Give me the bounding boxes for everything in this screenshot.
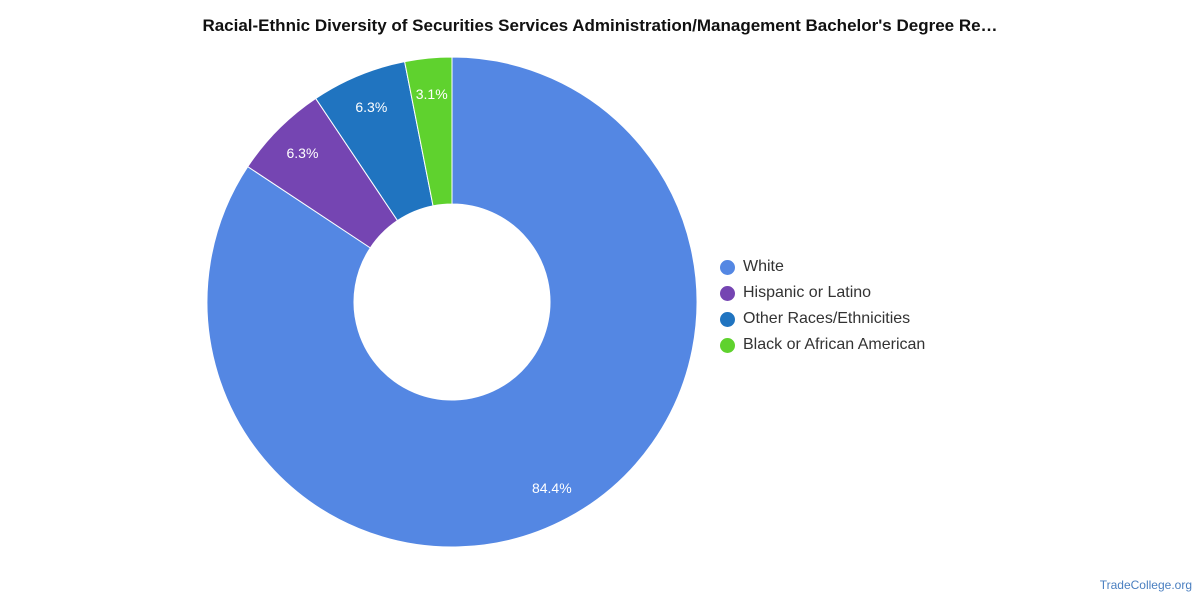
legend-label: White — [743, 258, 784, 275]
legend-swatch-icon — [720, 285, 735, 301]
donut-slice-black-or-african-american[interactable] — [404, 56, 453, 207]
site-credit[interactable]: TradeCollege.org — [1099, 578, 1192, 592]
chart-title: Racial-Ethnic Diversity of Securities Se… — [202, 16, 998, 35]
legend-item[interactable]: White — [720, 254, 925, 280]
legend: White Hispanic or Latino Other Races/Ethni… — [720, 254, 925, 358]
slice-label: 84.4% — [532, 480, 572, 496]
legend-item[interactable]: Black or African American — [720, 332, 925, 358]
slice-label: 3.1% — [416, 86, 448, 102]
legend-item[interactable]: Other Races/Ethnicities — [720, 306, 925, 332]
legend-swatch-icon — [720, 337, 735, 353]
legend-label: Hispanic or Latino — [743, 284, 872, 301]
legend-label: Black or African American — [743, 336, 926, 353]
legend-swatch-icon — [720, 311, 735, 327]
donut-slice-white[interactable] — [206, 56, 698, 548]
legend-label: Other Races/Ethnicities — [743, 310, 911, 327]
slice-label: 6.3% — [355, 99, 387, 115]
legend-item[interactable]: Hispanic or Latino — [720, 280, 925, 306]
slice-label: 6.3% — [286, 145, 318, 161]
legend-swatch-icon — [720, 259, 735, 275]
